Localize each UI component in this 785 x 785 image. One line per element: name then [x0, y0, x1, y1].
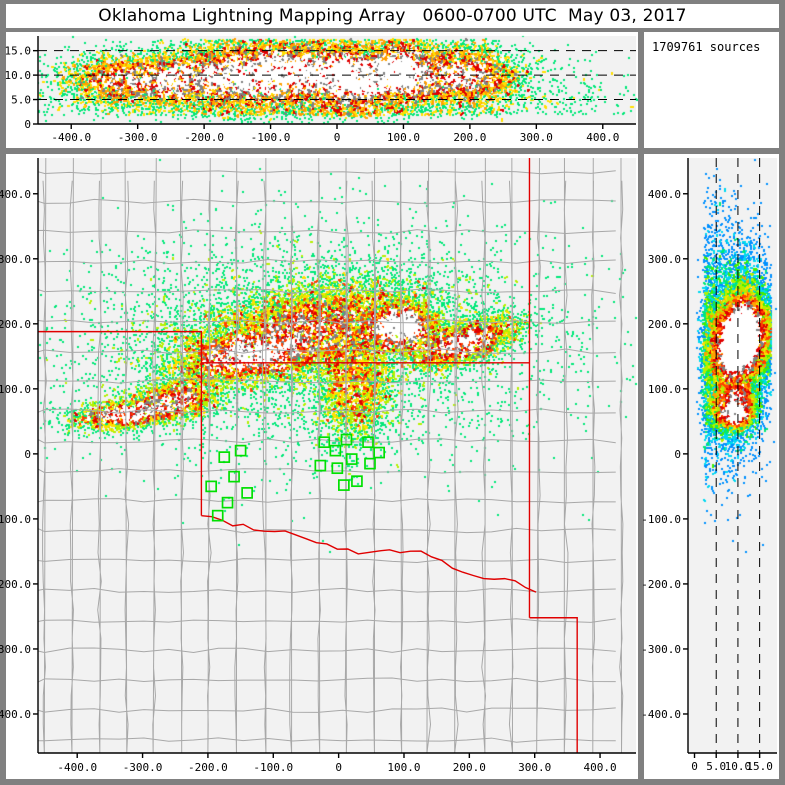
- title-bar: Oklahoma Lightning Mapping Array 0600-07…: [6, 4, 779, 28]
- svg-text:10.0: 10.0: [5, 69, 32, 82]
- svg-text:200.0: 200.0: [0, 318, 31, 331]
- svg-text:400.0: 400.0: [648, 188, 681, 201]
- svg-text:200.0: 200.0: [453, 131, 486, 144]
- svg-text:400.0: 400.0: [0, 188, 31, 201]
- svg-text:200.0: 200.0: [453, 761, 486, 774]
- svg-text:300.0: 300.0: [518, 761, 551, 774]
- page-title: Oklahoma Lightning Mapping Array 0600-07…: [98, 6, 687, 26]
- panel-altitude-north-south: -400.0 -300.0 -200.0 -100.0 0 100.0 200.0 300.0…: [641, 154, 779, 779]
- svg-text:-100.0: -100.0: [0, 513, 31, 526]
- svg-text:300.0: 300.0: [648, 253, 681, 266]
- svg-text:-400.0: -400.0: [51, 131, 91, 144]
- svg-text:-400.0: -400.0: [0, 708, 31, 721]
- svg-text:10.0: 10.0: [725, 760, 752, 773]
- svg-text:-300.0: -300.0: [118, 131, 158, 144]
- svg-text:5.0: 5.0: [706, 760, 726, 773]
- svg-text:-400.0: -400.0: [641, 708, 681, 721]
- svg-text:-300.0: -300.0: [641, 643, 681, 656]
- top-scatter-canvas: [6, 32, 638, 148]
- source-count-label: 1709761 sources: [652, 40, 761, 54]
- svg-text:15.0: 15.0: [746, 760, 773, 773]
- svg-text:0: 0: [334, 131, 341, 144]
- svg-text:300.0: 300.0: [0, 253, 31, 266]
- svg-text:-100.0: -100.0: [641, 513, 681, 526]
- svg-text:400.0: 400.0: [583, 761, 616, 774]
- svg-text:-300.0: -300.0: [123, 761, 163, 774]
- svg-text:100.0: 100.0: [387, 131, 420, 144]
- svg-text:0: 0: [24, 448, 31, 461]
- svg-text:-300.0: -300.0: [0, 643, 31, 656]
- right-axis-overlay: -400.0 -300.0 -200.0 -100.0 0 100.0 200.0 300.0…: [641, 158, 777, 773]
- svg-text:0: 0: [674, 448, 681, 461]
- panel-altitude-east-west: 0 5.0 10.0 15.0 -400.0 -300.0 -200.0 -100.0 0 100…: [5, 32, 638, 148]
- svg-text:5.0: 5.0: [11, 94, 31, 107]
- source-count-box: 1709761 sources: [644, 32, 779, 148]
- svg-text:0: 0: [24, 118, 31, 131]
- map-vector-overlay: -400.0 -300.0 -200.0 -100.0 0 100.0 200.0 300.0…: [0, 158, 636, 774]
- panel-plan-view-map[interactable]: -400.0 -300.0 -200.0 -100.0 0 100.0 200.0 300.0…: [0, 154, 638, 779]
- svg-text:300.0: 300.0: [520, 131, 553, 144]
- svg-text:-200.0: -200.0: [184, 131, 224, 144]
- map-scatter-canvas: [6, 154, 638, 779]
- svg-text:100.0: 100.0: [0, 383, 31, 396]
- svg-text:200.0: 200.0: [648, 318, 681, 331]
- svg-text:-100.0: -100.0: [253, 761, 293, 774]
- svg-text:0: 0: [335, 761, 342, 774]
- svg-text:-200.0: -200.0: [188, 761, 228, 774]
- svg-text:100.0: 100.0: [648, 383, 681, 396]
- svg-text:-400.0: -400.0: [57, 761, 97, 774]
- svg-text:15.0: 15.0: [5, 45, 32, 58]
- right-scatter-canvas: [644, 154, 779, 779]
- top-axis-overlay: 0 5.0 10.0 15.0 -400.0 -300.0 -200.0 -100.0 0 100…: [5, 36, 636, 144]
- svg-text:400.0: 400.0: [586, 131, 619, 144]
- svg-text:0: 0: [691, 760, 698, 773]
- svg-text:-100.0: -100.0: [251, 131, 291, 144]
- svg-text:100.0: 100.0: [387, 761, 420, 774]
- svg-text:-200.0: -200.0: [0, 578, 31, 591]
- svg-text:-200.0: -200.0: [641, 578, 681, 591]
